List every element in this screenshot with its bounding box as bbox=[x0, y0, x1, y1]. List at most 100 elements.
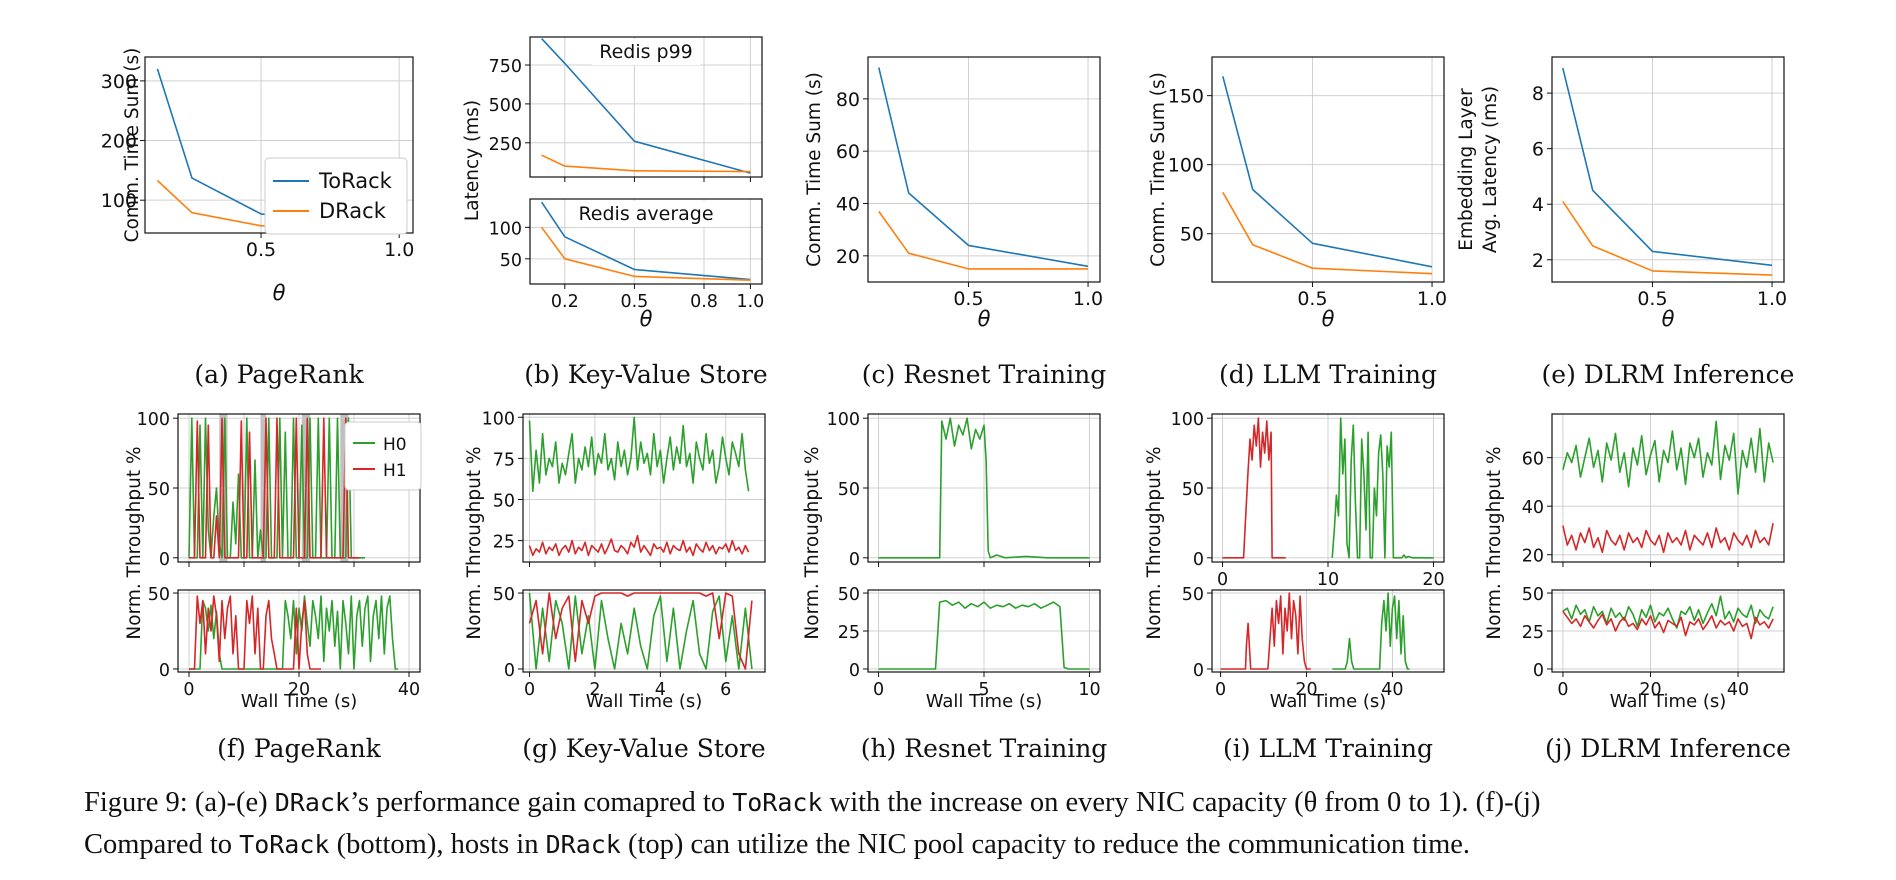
chart-g-panel-1|panels.1.-x-tick-label: 0 bbox=[524, 680, 535, 700]
chart-c|-series-torack bbox=[878, 67, 1089, 268]
chart-d-subcaption: (d) LLM Training bbox=[1219, 360, 1437, 389]
chart-i-subcaption: (i) LLM Training bbox=[1223, 734, 1433, 763]
chart-h-ylabel: Norm. Throughput % bbox=[802, 446, 823, 639]
chart-c|-x-tick-label: 0.5 bbox=[953, 288, 983, 310]
chart-b-panel-0|panels.0.-y-tick-label: 750 bbox=[489, 57, 522, 77]
chart-f-panel-1|panels.1.-series-h0 bbox=[189, 595, 398, 670]
chart-h-panel-1|panels.1.-series-h0 bbox=[878, 599, 1090, 670]
caption-line1-c: with the increase on every NIC capacity … bbox=[829, 787, 1541, 818]
chart-b-panel-1|panels.1.-x-tick-label: 0.5 bbox=[620, 292, 648, 312]
chart-h-panel-1|panels.1.-axes-frame bbox=[867, 589, 1101, 673]
chart-i-panel-1|panels.1.-y-tick-label: 0 bbox=[1193, 661, 1204, 681]
chart-g-ylabel: Norm. Throughput % bbox=[464, 446, 485, 639]
caption-line-2: Compared to ToRack (bottom), hosts in DR… bbox=[84, 824, 1864, 866]
chart-b-panel-1|panels.1.-axes-frame bbox=[529, 198, 763, 285]
chart-j-panel-1|panels.1.-x-tick-label: 0 bbox=[1557, 680, 1568, 700]
chart-e|-series-torack bbox=[1562, 67, 1773, 267]
chart-d|-axes-frame bbox=[1211, 56, 1445, 283]
chart-a|-y-tick-label: 200 bbox=[101, 131, 137, 153]
chart-f-panel-1|panels.1.-y-tick-label: 50 bbox=[148, 585, 170, 605]
chart-b-panel-1|panels.1.-series-drack bbox=[540, 226, 751, 281]
chart-g-panel-0|panels.0.-y-tick-label: 50 bbox=[493, 492, 515, 512]
chart-i-panel-1|panels.1.-y-tick-label: 50 bbox=[1182, 585, 1204, 605]
caption-line2-c: (top) can utilize the NIC pool capacity … bbox=[627, 829, 1471, 860]
chart-f-panel-1|panels.1.-series-h1 bbox=[189, 595, 321, 670]
chart-h-panel-1|panels.1.-x-tick-label: 5 bbox=[978, 680, 989, 700]
chart-j-panel-1|panels.1.-x-tick-label: 40 bbox=[1727, 680, 1749, 700]
chart-a-legend: ToRack DRack bbox=[264, 157, 408, 235]
chart-i-ylabel: Norm. Throughput % bbox=[1144, 446, 1165, 639]
chart-g-panel-0|panels.0.-series-h1 bbox=[528, 534, 750, 557]
caption-line1-b: ’s performance gain comapred to bbox=[349, 787, 726, 818]
chart-c: 0.5 1.0 20 40 60 80 Comm. Time Sum (s) θ (c) Res… bbox=[804, 56, 1106, 389]
caption-torack-1: ToRack bbox=[732, 788, 823, 817]
caption-label: Figure 9: bbox=[84, 787, 188, 818]
chart-e-subcaption: (e) DLRM Inference bbox=[1542, 360, 1795, 389]
chart-f-panel-1|panels.1.-x-tick-label: 0 bbox=[183, 680, 194, 700]
chart-h-panel-0|panels.0.-y-tick-label: 0 bbox=[849, 550, 860, 570]
chart-h-panel-1|panels.1.-y-tick-label: 0 bbox=[849, 661, 860, 681]
chart-c|-series-drack bbox=[878, 210, 1088, 270]
chart-d|-series-drack bbox=[1222, 191, 1433, 275]
chart-f-panel-0|panels.0.-y-tick-label: 100 bbox=[137, 410, 170, 430]
chart-i-panel-1|panels.1.-series-h1 bbox=[1220, 592, 1311, 670]
chart-f-xlabel: Wall Time (s) bbox=[241, 691, 358, 712]
chart-h-xlabel: Wall Time (s) bbox=[926, 691, 1043, 712]
chart-h-panel-0|panels.0.-y-tick-label: 100 bbox=[827, 410, 860, 430]
chart-i-xlabel: Wall Time (s) bbox=[1270, 691, 1387, 712]
chart-e|-series-drack bbox=[1562, 200, 1773, 276]
chart-d|-x-tick-label: 0.5 bbox=[1297, 288, 1327, 310]
chart-g-xlabel: Wall Time (s) bbox=[586, 691, 703, 712]
chart-b-panel-0|panels.0.-axes-frame bbox=[529, 36, 763, 178]
chart-d|-y-tick-label: 100 bbox=[1168, 155, 1204, 177]
chart-j-panel-1|panels.1.-y-tick-label: 0 bbox=[1533, 661, 1544, 681]
chart-b-panel-1|panels.1.-title-bg bbox=[570, 201, 722, 227]
chart-f-ylabel: Norm. Throughput % bbox=[124, 446, 145, 639]
caption-line2-a: Compared to bbox=[84, 829, 233, 860]
chart-j-panel-0|panels.0.-series-h1 bbox=[1562, 523, 1774, 554]
chart-i: 0 10 20 0 50 100 0 20 40 0 50 Norm. Throughput % Wal… bbox=[1144, 410, 1445, 763]
chart-i-panel-0|panels.0.-y-tick-label: 50 bbox=[1182, 480, 1204, 500]
chart-e: 0.5 1.0 2 4 6 8 Embedding Layer Avg. Latency (m… bbox=[1456, 56, 1795, 389]
chart-b-panel-0|panels.0.-title: Redis p99 bbox=[599, 41, 693, 63]
chart-f-panel-0|panels.0.-y-tick-label: 0 bbox=[159, 550, 170, 570]
caption-line2-b: (bottom), hosts in bbox=[336, 829, 539, 860]
chart-i-panel-0|panels.0.-y-tick-label: 0 bbox=[1193, 550, 1204, 570]
chart-g-panel-1|panels.1.-y-tick-label: 0 bbox=[504, 661, 515, 681]
chart-f-legend-frame bbox=[344, 421, 422, 491]
chart-c|-y-tick-label: 20 bbox=[836, 246, 860, 268]
chart-g-panel-0|panels.0.-axes-frame bbox=[522, 413, 766, 563]
chart-d|-series-torack bbox=[1222, 76, 1433, 268]
chart-b-panel-0|panels.0.-series-torack bbox=[541, 38, 751, 174]
chart-i-panel-0|panels.0.-axes-frame bbox=[1211, 413, 1445, 563]
chart-g-panel-1|panels.1.-series-h1 bbox=[528, 592, 753, 670]
chart-g-panel-1|panels.1.-axes-frame bbox=[522, 589, 766, 673]
chart-b-panel-1|panels.1.-x-tick-label: 0.8 bbox=[690, 292, 718, 312]
chart-b-panel-1|panels.1.-x-tick-label: 1.0 bbox=[736, 292, 764, 312]
chart-e|-x-tick-label: 1.0 bbox=[1757, 288, 1787, 310]
chart-e|-y-tick-label: 8 bbox=[1532, 83, 1544, 105]
chart-j-panel-0|panels.0.-y-tick-label: 60 bbox=[1522, 450, 1544, 470]
chart-e|-y-tick-label: 2 bbox=[1532, 250, 1544, 272]
chart-i-panel-0|panels.0.-series-h1 bbox=[1222, 417, 1286, 559]
chart-f-panel-1|panels.1.-x-tick-label: 40 bbox=[398, 680, 420, 700]
chart-h-panel-1|panels.1.-x-tick-label: 0 bbox=[873, 680, 884, 700]
chart-e-xlabel: θ bbox=[1662, 307, 1675, 331]
chart-d|-y-tick-label: 150 bbox=[1168, 86, 1204, 108]
chart-i-panel-1|panels.1.-series-h0 bbox=[1332, 592, 1410, 670]
chart-f-panel-1|panels.1.-y-tick-label: 0 bbox=[159, 661, 170, 681]
chart-j-subcaption: (j) DLRM Inference bbox=[1545, 734, 1791, 763]
chart-d|-x-tick-label: 1.0 bbox=[1417, 288, 1447, 310]
chart-i-panel-0|panels.0.-x-tick-label: 0 bbox=[1217, 570, 1228, 590]
chart-f-subcaption: (f) PageRank bbox=[217, 734, 382, 763]
chart-c-ylabel: Comm. Time Sum (s) bbox=[804, 72, 825, 267]
chart-j: 20 40 60 0 20 40 0 25 50 Norm. Throughput % Wall T… bbox=[1484, 413, 1791, 763]
chart-f-panel-0|panels.0.-series-h0 bbox=[188, 417, 365, 559]
chart-b-ylabel: Latency (ms) bbox=[462, 100, 483, 221]
chart-g-panel-1|panels.1.-x-tick-label: 2 bbox=[589, 680, 600, 700]
chart-i-panel-0|panels.0.-series-h0 bbox=[1331, 417, 1434, 559]
chart-j-panel-1|panels.1.-x-tick-label: 20 bbox=[1639, 680, 1661, 700]
